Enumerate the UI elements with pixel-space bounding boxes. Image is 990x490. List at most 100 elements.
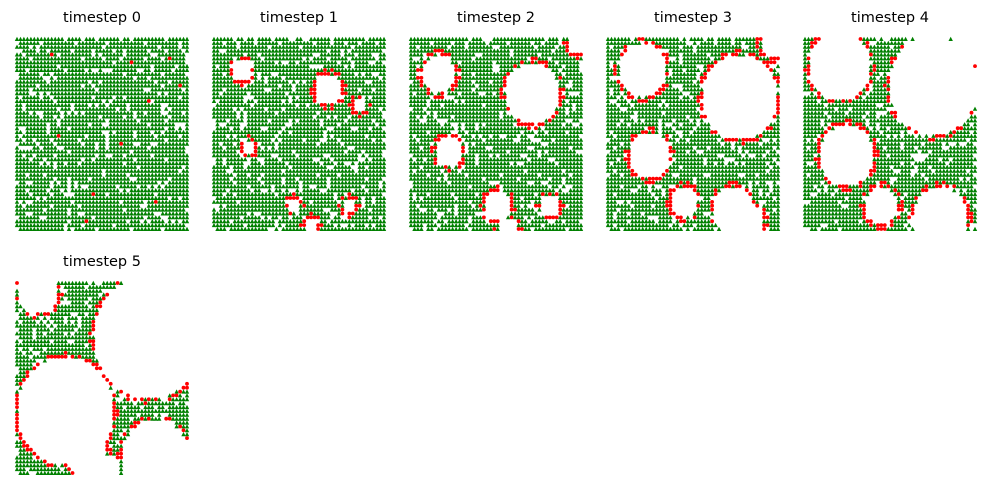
tree-cell xyxy=(361,215,366,220)
tree-cell xyxy=(63,110,68,115)
tree-cell xyxy=(73,56,79,61)
tree-cell xyxy=(56,98,61,103)
tree-cell xyxy=(361,219,366,224)
tree-cell xyxy=(225,145,231,150)
tree-cell xyxy=(270,168,276,173)
tree-cell xyxy=(164,164,169,169)
tree-cell xyxy=(153,126,158,131)
tree-cell xyxy=(80,219,86,224)
tree-cell xyxy=(436,207,441,212)
tree-cell xyxy=(14,149,20,154)
tree-cell xyxy=(291,63,296,69)
tree-cell xyxy=(136,36,141,41)
tree-cell xyxy=(478,48,483,53)
tree-cell xyxy=(157,226,162,231)
tree-cell xyxy=(53,91,58,96)
tree-cell xyxy=(160,67,165,72)
tree-cell xyxy=(25,133,30,138)
tree-cell xyxy=(422,164,428,169)
tree-cell xyxy=(146,141,151,146)
tree-cell xyxy=(340,126,345,131)
tree-cell xyxy=(73,211,79,216)
tree-cell xyxy=(143,188,148,193)
tree-cell xyxy=(39,56,44,61)
tree-cell xyxy=(343,133,348,138)
tree-cell xyxy=(364,95,369,100)
tree-cell xyxy=(246,199,251,204)
tree-cell xyxy=(98,95,103,100)
tree-cell xyxy=(108,145,113,150)
tree-cell xyxy=(66,52,72,57)
tree-cell xyxy=(160,172,165,177)
tree-cell xyxy=(478,129,483,134)
tree-cell xyxy=(336,56,342,61)
tree-cell xyxy=(450,60,455,65)
tree-cell xyxy=(284,118,290,123)
tree-cell xyxy=(350,141,355,146)
tree-cell xyxy=(125,63,131,69)
tree-cell xyxy=(305,176,310,181)
tree-cell xyxy=(46,118,51,123)
tree-cell xyxy=(125,75,131,80)
tree-cell xyxy=(340,133,345,138)
tree-cell xyxy=(381,83,387,88)
tree-cell xyxy=(91,87,96,92)
tree-cell xyxy=(184,195,190,200)
tree-cell xyxy=(281,118,286,123)
tree-cell xyxy=(412,79,417,84)
tree-cell xyxy=(288,184,293,189)
tree-cell xyxy=(211,52,217,57)
tree-cell xyxy=(253,219,258,224)
tree-cell xyxy=(419,203,424,208)
tree-cell xyxy=(111,87,117,92)
tree-cell xyxy=(115,75,120,80)
tree-cell xyxy=(136,195,141,200)
tree-cell xyxy=(115,133,120,138)
tree-cell xyxy=(59,95,65,100)
tree-markers xyxy=(14,36,190,231)
tree-cell xyxy=(184,160,190,166)
tree-cell xyxy=(105,83,110,88)
tree-cell xyxy=(42,36,47,41)
tree-cell xyxy=(412,219,417,224)
tree-cell xyxy=(32,199,37,204)
tree-cell xyxy=(471,184,476,189)
tree-cell xyxy=(98,137,103,142)
tree-cell xyxy=(419,98,424,103)
tree-cell xyxy=(59,40,65,45)
tree-cell xyxy=(471,207,476,212)
tree-cell xyxy=(277,75,283,80)
tree-cell xyxy=(426,122,431,127)
tree-cell xyxy=(336,157,342,162)
tree-cell xyxy=(464,195,469,200)
tree-cell xyxy=(298,98,303,103)
tree-cell xyxy=(284,129,290,134)
tree-cell xyxy=(281,195,286,200)
tree-cell xyxy=(426,118,431,123)
tree-cell xyxy=(105,164,110,169)
tree-cell xyxy=(281,211,286,216)
tree-cell xyxy=(42,98,47,103)
tree-cell xyxy=(340,176,345,181)
tree-cell xyxy=(474,91,480,96)
tree-cell xyxy=(108,184,113,189)
fire-cell xyxy=(250,68,255,72)
tree-cell xyxy=(63,122,68,127)
tree-cell xyxy=(49,91,54,96)
tree-cell xyxy=(367,172,373,177)
tree-cell xyxy=(374,215,380,220)
tree-cell xyxy=(225,164,231,169)
tree-cell xyxy=(53,52,58,57)
tree-cell xyxy=(284,172,290,177)
tree-cell xyxy=(70,160,75,166)
tree-cell xyxy=(211,98,217,103)
tree-cell xyxy=(115,180,120,185)
tree-cell xyxy=(94,176,99,181)
tree-cell xyxy=(232,157,237,162)
fire-cell xyxy=(178,83,183,88)
tree-cell xyxy=(312,188,317,193)
tree-cell xyxy=(326,110,331,115)
tree-cell xyxy=(28,95,34,100)
tree-cell xyxy=(150,207,155,212)
tree-cell xyxy=(232,52,237,57)
